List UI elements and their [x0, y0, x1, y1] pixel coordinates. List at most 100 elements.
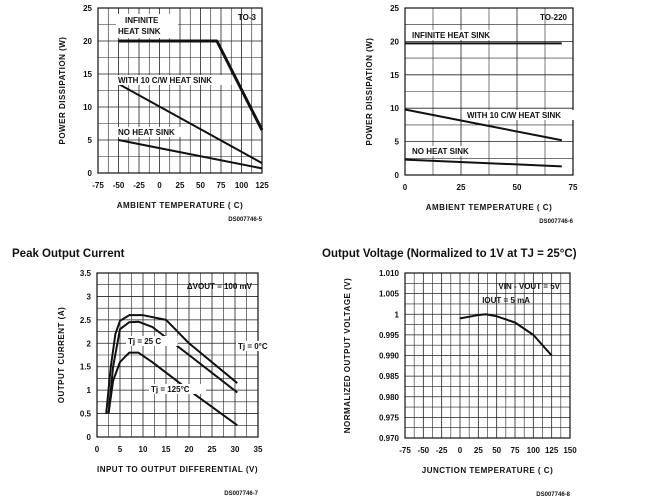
label-background [149, 384, 206, 394]
package-label: TO-220 [540, 13, 568, 22]
y-tick-label: 5 [395, 138, 400, 147]
series-line [404, 158, 562, 168]
y-tick-label: 0.5 [80, 410, 92, 419]
chart-3: 0 5 10 15 20 25 30 35 0 0.5 1 1.5 2 2.5 3 3.5 INPUT TO O… [12, 248, 283, 497]
y-tick-label: 5 [88, 136, 93, 145]
series-line [118, 139, 263, 170]
figure-code: DS007746-5 [228, 217, 262, 223]
x-tick-label: 25 [457, 183, 466, 192]
series-label: INFINITE HEAT SINK [118, 16, 161, 36]
chart-title: Peak Output Current [12, 248, 125, 260]
x-tick-label: -25 [436, 446, 448, 455]
y-tick-label: 2.5 [80, 316, 92, 325]
y-tick-label: 20 [83, 37, 92, 46]
y-axis-label: POWER DISSIPATION (W) [58, 37, 67, 145]
series-line [105, 314, 238, 414]
label-background [465, 110, 581, 120]
y-tick-label: 0.980 [379, 393, 400, 402]
x-tick-label: -50 [418, 446, 430, 455]
label-background [236, 341, 283, 351]
y-tick-label: 0.990 [379, 352, 400, 361]
label-background [116, 127, 184, 137]
x-tick-label: 10 [139, 445, 148, 454]
plot-frame [404, 7, 574, 176]
y-tick-label: 15 [390, 71, 399, 80]
y-tick-label: 1.5 [80, 363, 92, 372]
y-tick-label: 0 [395, 171, 400, 180]
series-label: Tj = 25 C [128, 337, 161, 346]
y-tick-label: 0 [87, 433, 92, 442]
chart-title: Output Voltage (Normalized to 1V at TJ =… [322, 248, 577, 260]
y-axis-label: NORMALIZED OUTPUT VOLTAGE (V) [343, 278, 352, 434]
label-background [116, 75, 232, 85]
y-tick-label: 0.975 [379, 413, 400, 422]
y-tick-label: 0.985 [379, 372, 400, 381]
y-tick-label: 15 [83, 70, 92, 79]
y-tick-label: 0 [88, 169, 93, 178]
series-line [459, 313, 553, 357]
x-tick-label: 0 [458, 446, 463, 455]
y-tick-label: 0.995 [379, 331, 400, 340]
x-tick-label: 50 [492, 446, 501, 455]
y-tick-label: 10 [83, 103, 92, 112]
figure-code: DS007746-6 [539, 219, 573, 225]
chart-2: 0 25 50 75 0 5 10 15 20 25 AMBIENT TEMPERATURE ( C… [365, 4, 581, 225]
x-tick-label: 50 [513, 183, 522, 192]
y-tick-label: 1 [87, 386, 92, 395]
x-tick-label: 50 [196, 181, 205, 190]
label-background [126, 336, 178, 346]
x-tick-label: 125 [545, 446, 559, 455]
figure-code: DS007746-7 [224, 491, 258, 497]
series-line [118, 83, 263, 164]
label-background [116, 14, 178, 38]
label-background [410, 30, 510, 40]
x-tick-label: 5 [118, 445, 123, 454]
label-background [410, 146, 478, 156]
x-axis-label: JUNCTION TEMPERATURE ( C) [422, 466, 553, 475]
x-tick-label: 25 [208, 445, 217, 454]
x-tick-label: 125 [255, 181, 269, 190]
figure-code: DS007746-8 [536, 492, 570, 498]
series-label: INFINITE HEAT SINK [412, 31, 490, 40]
y-tick-label: 1.005 [379, 290, 400, 299]
y-tick-label: 3.5 [80, 269, 92, 278]
y-tick-label: 25 [390, 4, 399, 13]
condition-label: ΔVOUT = 100 mV [187, 282, 253, 291]
y-tick-label: 1.010 [379, 269, 400, 278]
y-tick-label: 20 [390, 37, 399, 46]
x-axis-label: INPUT TO OUTPUT DIFFERENTIAL (V) [97, 465, 258, 474]
y-tick-label: 2 [87, 339, 92, 348]
y-axis-label: POWER DISSIPATION (W) [365, 38, 374, 146]
x-tick-label: 15 [162, 445, 171, 454]
chart-1: -75 -50 -25 0 25 50 75 100 125 0 5 10 15 20 25 AMBIENT … [58, 4, 269, 223]
condition-label: IOUT = 5 mA [482, 296, 530, 305]
series-line [404, 108, 562, 142]
x-tick-label: 30 [231, 445, 240, 454]
y-tick-label: 3 [87, 292, 92, 301]
y-tick-label: 25 [83, 4, 92, 13]
plot-frame [404, 272, 571, 439]
x-tick-label: 100 [527, 446, 541, 455]
x-tick-label: 0 [157, 181, 162, 190]
x-axis-label: AMBIENT TEMPERATURE ( C) [426, 203, 553, 212]
x-tick-label: 25 [474, 446, 483, 455]
series-label: Tj = 0°C [238, 342, 268, 351]
x-tick-label: 150 [563, 446, 577, 455]
x-tick-label: 35 [254, 445, 263, 454]
series-label: Tj = 125°C [151, 385, 190, 394]
series-label: NO HEAT SINK [412, 147, 469, 156]
y-tick-label: 0.970 [379, 434, 400, 443]
x-tick-label: 100 [235, 181, 249, 190]
series-label: NO HEAT SINK [118, 128, 175, 137]
x-tick-label: 0 [95, 445, 100, 454]
chart-4: -75 -50 -25 0 25 50 75 100 125 150 0.970 0.975 0.980… [322, 248, 577, 498]
plot-frame [96, 272, 259, 438]
x-axis-label: AMBIENT TEMPERATURE ( C) [117, 201, 244, 210]
x-tick-label: -75 [92, 181, 104, 190]
package-label: TO-3 [238, 13, 257, 22]
series-line [118, 39, 264, 131]
condition-label: VIN - VOUT = 5V [498, 282, 560, 291]
x-tick-label: -75 [399, 446, 411, 455]
x-tick-label: -25 [133, 181, 145, 190]
